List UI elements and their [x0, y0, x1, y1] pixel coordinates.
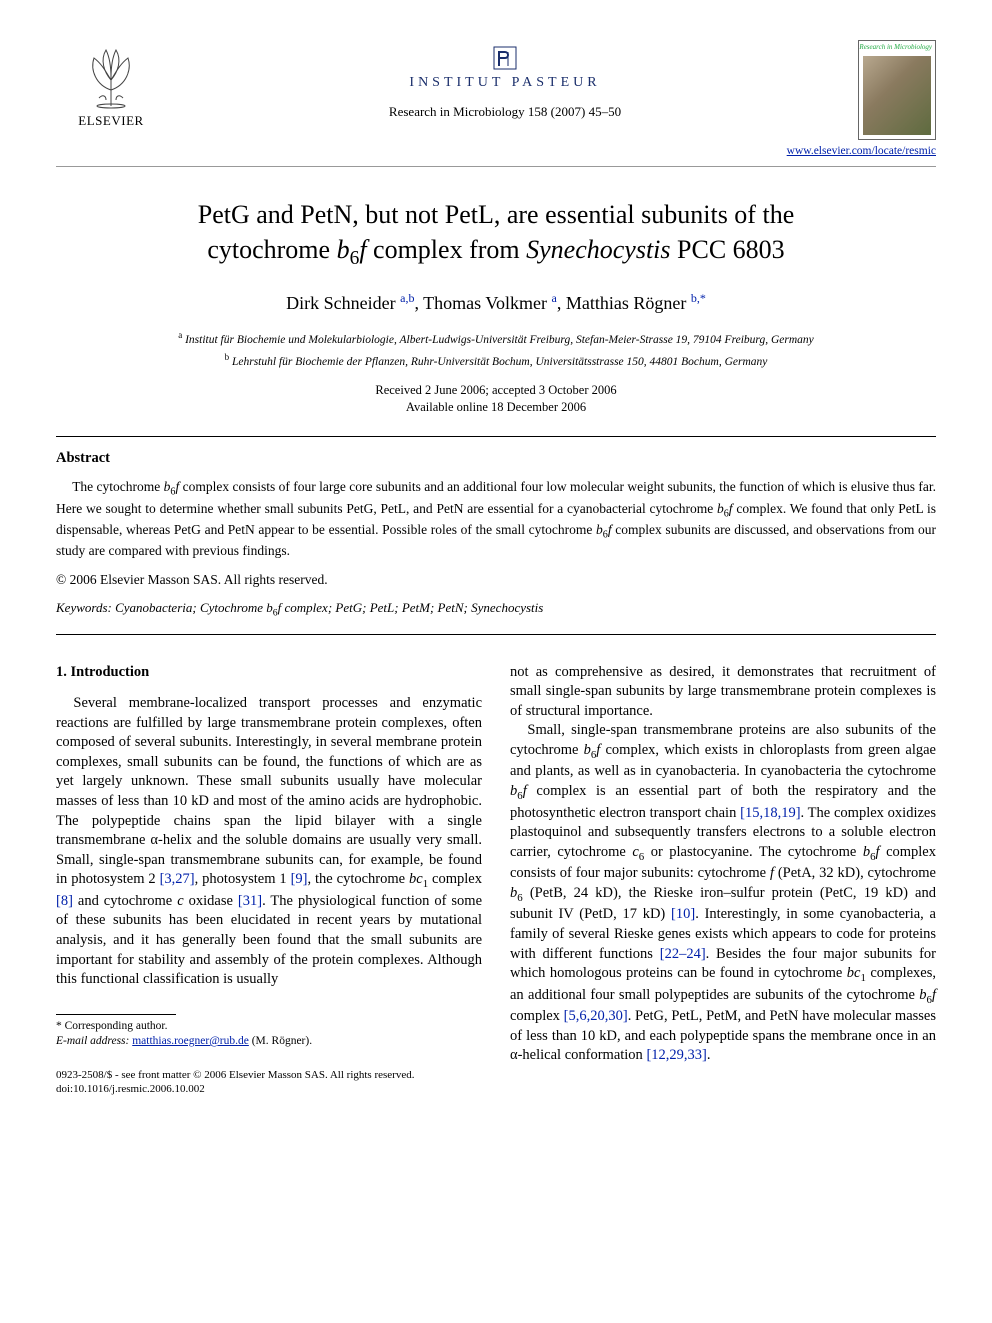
- c2p2l: complex: [510, 1008, 564, 1024]
- journal-cover-thumb: Research in Microbiology: [858, 40, 936, 140]
- author-3: Matthias Rögner: [566, 293, 686, 313]
- abstract-body: The cytochrome b6f complex consists of f…: [56, 478, 936, 588]
- title-tail: PCC 6803: [671, 235, 785, 264]
- publisher-name: ELSEVIER: [78, 112, 143, 130]
- rule-below-keywords: [56, 634, 936, 635]
- section-1-heading: 1. Introduction: [56, 663, 482, 683]
- footnote-rule: [56, 1014, 176, 1015]
- affil-b-mark: b: [225, 352, 230, 362]
- ref-9[interactable]: [9]: [291, 871, 308, 887]
- title-b6f-f: f: [359, 235, 366, 264]
- author-2-affil: a: [552, 291, 557, 305]
- intro-paragraph-2: Small, single-span transmembrane protein…: [510, 721, 936, 1066]
- title-line2-pre: cytochrome: [207, 235, 336, 264]
- cover-image-placeholder: [863, 56, 931, 135]
- bc1-bc: bc: [409, 871, 423, 887]
- intro-paragraph-1-cont: not as comprehensive as desired, it demo…: [510, 663, 936, 722]
- c1p1d: complex: [428, 871, 482, 887]
- publication-info: 0923-2508/$ - see front matter © 2006 El…: [56, 1068, 482, 1097]
- author-3-affil: b,*: [691, 291, 706, 305]
- ref-31[interactable]: [31]: [238, 893, 262, 909]
- pubinfo-line1: 0923-2508/$ - see front matter © 2006 El…: [56, 1069, 414, 1081]
- corresponding-email-link[interactable]: matthias.roegner@rub.de: [132, 1035, 249, 1047]
- email-suffix: (M. Rögner).: [249, 1035, 312, 1047]
- title-b6f-b: b: [337, 235, 350, 264]
- keywords-line: Keywords: Cyanobacteria; Cytochrome b6f …: [56, 599, 936, 620]
- ref-12-29-33[interactable]: [12,29,33]: [646, 1047, 706, 1063]
- body-two-column: 1. Introduction Several membrane-localiz…: [56, 663, 936, 1097]
- received-accepted: Received 2 June 2006; accepted 3 October…: [375, 383, 616, 397]
- abstract-paragraph: The cytochrome b6f complex consists of f…: [56, 478, 936, 560]
- cover-label: Research in Microbiology: [859, 41, 935, 52]
- author-2: Thomas Volkmer: [423, 293, 547, 313]
- corresp-label: * Corresponding author.: [56, 1020, 167, 1032]
- institute-logo: INSTITUT PASTEUR: [409, 44, 600, 93]
- c2p2g: (PetA, 32 kD), cytochrome: [774, 865, 936, 881]
- article-dates: Received 2 June 2006; accepted 3 October…: [56, 382, 936, 416]
- c1p1b: , photosystem 1: [195, 871, 291, 887]
- abstract-copyright: © 2006 Elsevier Masson SAS. All rights r…: [56, 571, 936, 589]
- rule-above-abstract: [56, 436, 936, 437]
- c1p1e: and cytochrome: [73, 893, 177, 909]
- ref-8[interactable]: [8]: [56, 893, 73, 909]
- header-center: INSTITUT PASTEUR Research in Microbiolog…: [166, 40, 844, 120]
- affil-a-mark: a: [178, 330, 182, 340]
- institute-name: INSTITUT PASTEUR: [409, 74, 600, 93]
- c2p2n: .: [707, 1047, 711, 1063]
- pubinfo-doi: doi:10.1016/j.resmic.2006.10.002: [56, 1083, 205, 1095]
- abstract-heading: Abstract: [56, 449, 936, 469]
- title-line2-post: complex from: [367, 235, 527, 264]
- author-1: Dirk Schneider: [286, 293, 395, 313]
- affiliation-a: a Institut für Biochemie und Molekularbi…: [56, 329, 936, 348]
- c1p1f: oxidase: [184, 893, 238, 909]
- affil-a-text: Institut für Biochemie und Molekularbiol…: [185, 334, 814, 346]
- publisher-logo-block: ELSEVIER: [56, 40, 166, 130]
- keywords-text2: complex; PetG; PetL; PetM; PetN;: [281, 600, 471, 615]
- title-line1: PetG and PetN, but not PetL, are essenti…: [198, 200, 794, 229]
- c1p1c: , the cytochrome: [307, 871, 409, 887]
- intro-paragraph-1: Several membrane-localized transport pro…: [56, 694, 482, 989]
- title-block: PetG and PetN, but not PetL, are essenti…: [56, 197, 936, 416]
- available-online: Available online 18 December 2006: [406, 400, 586, 414]
- keywords-text: Cyanobacteria; Cytochrome: [112, 600, 266, 615]
- authors-line: Dirk Schneider a,b, Thomas Volkmer a, Ma…: [56, 290, 936, 315]
- abs-t1: The cytochrome: [72, 479, 163, 494]
- article-title: PetG and PetN, but not PetL, are essenti…: [56, 197, 936, 273]
- affil-b-text: Lehrstuhl für Biochemie der Pflanzen, Ru…: [232, 356, 767, 368]
- author-1-affil: a,b: [400, 291, 414, 305]
- c2p1: not as comprehensive as desired, it demo…: [510, 664, 936, 719]
- title-genus: Synechocystis: [526, 235, 670, 264]
- column-right: not as comprehensive as desired, it demo…: [510, 663, 936, 1097]
- ref-15-18-19[interactable]: [15,18,19]: [740, 805, 800, 821]
- ref-5-6-20-30[interactable]: [5,6,20,30]: [564, 1008, 628, 1024]
- journal-header: ELSEVIER INSTITUT PASTEUR Research in Mi…: [56, 40, 936, 167]
- c2p2e: or plastocyanine. The cytochrome: [644, 844, 863, 860]
- cover-block: Research in Microbiology www.elsevier.co…: [844, 40, 936, 160]
- ref-3-27[interactable]: [3,27]: [160, 871, 195, 887]
- journal-citation: Research in Microbiology 158 (2007) 45–5…: [389, 103, 621, 121]
- email-label: E-mail address:: [56, 1035, 129, 1047]
- ref-22-24[interactable]: [22–24]: [660, 946, 706, 962]
- title-b6f-6: 6: [350, 248, 360, 269]
- column-left: 1. Introduction Several membrane-localiz…: [56, 663, 482, 1097]
- elsevier-tree-icon: [76, 40, 146, 110]
- journal-homepage-link[interactable]: www.elsevier.com/locate/resmic: [787, 144, 936, 160]
- ref-10[interactable]: [10]: [671, 906, 695, 922]
- keywords-genus: Synechocystis: [471, 600, 543, 615]
- keywords-label: Keywords:: [56, 600, 112, 615]
- affiliation-b: b Lehrstuhl für Biochemie der Pflanzen, …: [56, 351, 936, 370]
- c1p1a: Several membrane-localized transport pro…: [56, 695, 482, 887]
- corresponding-author-note: * Corresponding author. E-mail address: …: [56, 1019, 482, 1050]
- pasteur-mark-icon: [491, 44, 519, 72]
